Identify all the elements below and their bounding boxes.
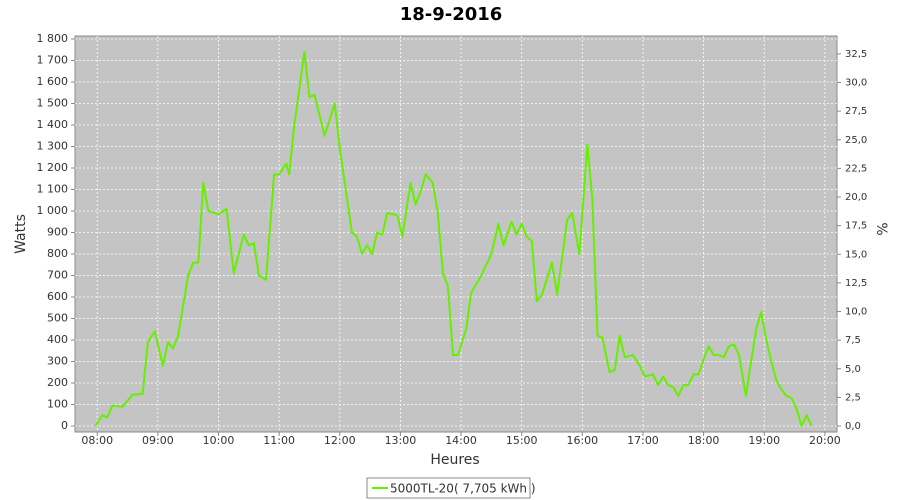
y-tick-label: 500 <box>47 311 68 324</box>
x-tick-label: 09:00 <box>142 434 174 447</box>
y-tick-label: 1 200 <box>37 161 69 174</box>
y2-tick-label: 12,5 <box>845 278 867 289</box>
y-tick-label: 0 <box>61 419 68 432</box>
y-tick-label: 200 <box>47 376 68 389</box>
y2-tick-label: 10,0 <box>845 307 867 318</box>
y-tick-label: 800 <box>47 247 68 260</box>
y2-tick-label: 32,5 <box>845 49 867 60</box>
x-tick-label: 08:00 <box>81 434 113 447</box>
x-tick-label: 16:00 <box>566 434 598 447</box>
x-tick-label: 14:00 <box>445 434 477 447</box>
y2-tick-label: 22,5 <box>845 163 867 174</box>
y2-tick-label: 7,5 <box>845 335 861 346</box>
y-tick-label: 1 300 <box>37 140 69 153</box>
y2-tick-label: 5,0 <box>845 364 861 375</box>
plot-area <box>74 35 838 433</box>
y2-tick-label: 17,5 <box>845 221 867 232</box>
y-tick-label: 700 <box>47 268 68 281</box>
x-tick-label: 10:00 <box>203 434 235 447</box>
legend <box>366 477 531 499</box>
x-tick-label: 11:00 <box>263 434 295 447</box>
y-tick-label: 600 <box>47 290 68 303</box>
y-tick-label: 300 <box>47 354 68 367</box>
y-tick-label: 1 800 <box>37 32 69 45</box>
x-tick-label: 13:00 <box>385 434 417 447</box>
y-tick-label: 1 100 <box>37 182 69 195</box>
y2-tick-label: 25,0 <box>845 135 867 146</box>
y2-tick-label: 0,0 <box>845 421 861 432</box>
y-tick-label: 100 <box>47 397 68 410</box>
y2-axis-label: % <box>873 222 889 235</box>
y2-tick-label: 15,0 <box>845 249 867 260</box>
x-axis-label: Heures <box>430 452 479 468</box>
y2-tick-label: 2,5 <box>845 392 861 403</box>
y2-tick-label: 30,0 <box>845 77 867 88</box>
x-tick-label: 18:00 <box>688 434 720 447</box>
chart-title: 18-9-2016 <box>400 4 503 25</box>
y-tick-label: 900 <box>47 225 68 238</box>
y2-tick-label: 27,5 <box>845 106 867 117</box>
x-tick-label: 20:00 <box>809 434 841 447</box>
y-axis-label: Watts <box>13 214 29 254</box>
data-line <box>94 50 813 427</box>
y-tick-label: 400 <box>47 333 68 346</box>
y2-tick-label: 20,0 <box>845 192 867 203</box>
x-tick-label: 17:00 <box>627 434 659 447</box>
x-tick-label: 12:00 <box>324 434 356 447</box>
y-tick-label: 1 400 <box>37 118 69 131</box>
y-tick-label: 1 000 <box>37 204 69 217</box>
y-tick-label: 1 600 <box>37 75 69 88</box>
x-tick-label: 15:00 <box>506 434 538 447</box>
legend-label: 5000TL-20( 7,705 kWh ) <box>390 482 536 496</box>
y-tick-label: 1 700 <box>37 54 69 67</box>
x-tick-label: 19:00 <box>748 434 780 447</box>
y-tick-label: 1 500 <box>37 97 69 110</box>
